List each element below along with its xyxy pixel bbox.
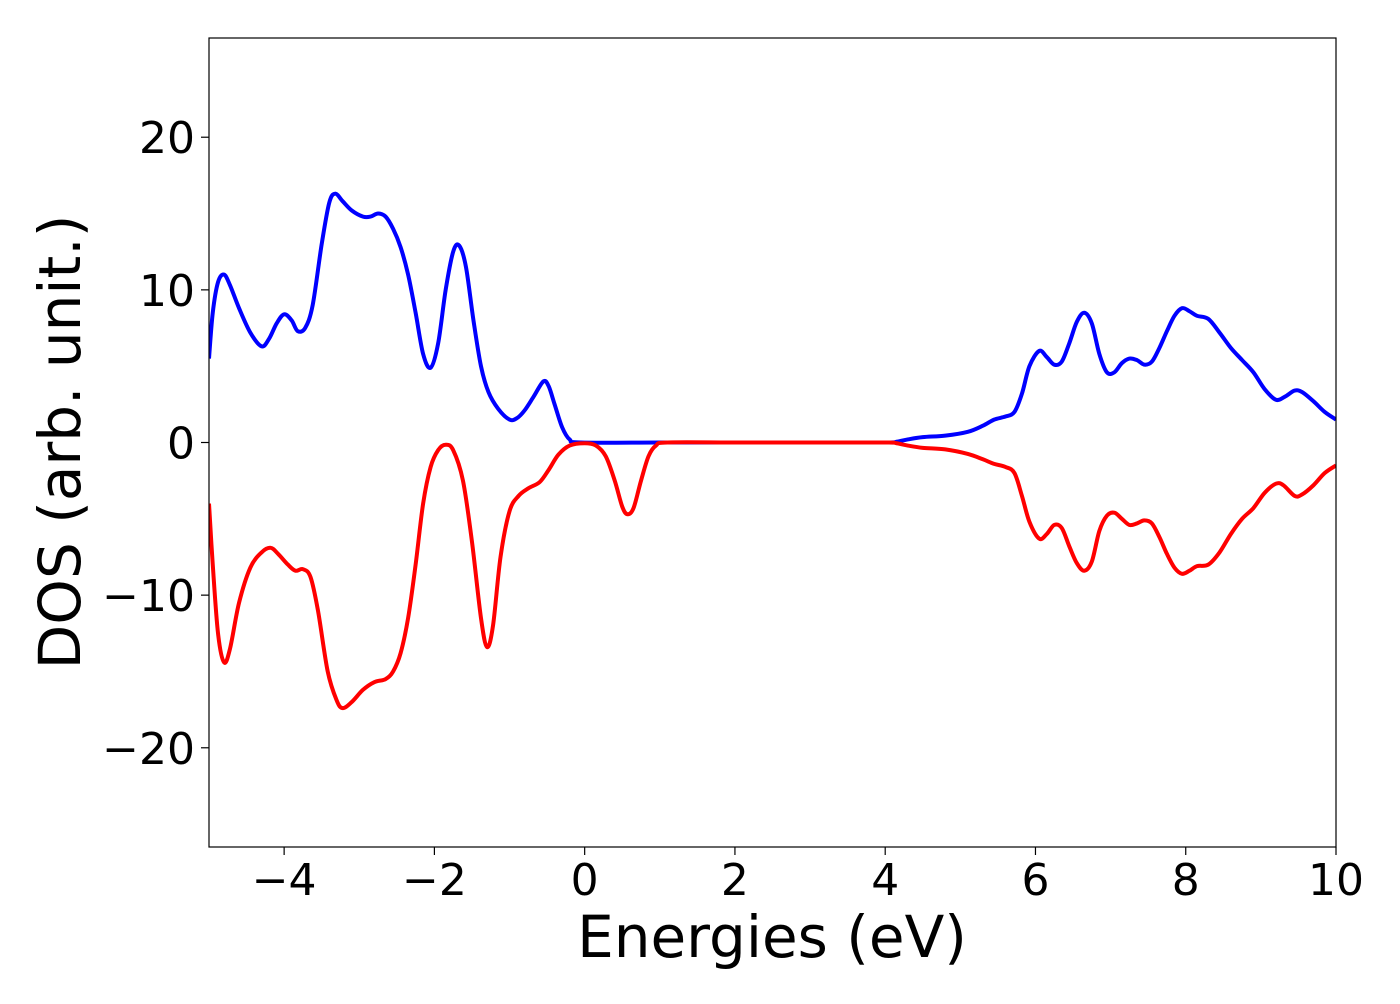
x-tick-label: −2 — [402, 855, 467, 906]
y-tick-label: −20 — [102, 724, 195, 775]
x-axis-label: Energies (eV) — [577, 903, 967, 971]
y-axis-label: DOS (arb. unit.) — [26, 215, 94, 670]
y-axis-ticks: −20 −10 0 10 20 — [102, 113, 209, 775]
x-tick-label: 0 — [571, 855, 599, 906]
series-layer — [209, 191, 1336, 711]
y-tick-label: 20 — [139, 113, 195, 164]
x-tick-label: 8 — [1172, 855, 1200, 906]
x-tick-label: 6 — [1021, 855, 1049, 906]
y-tick-label: −10 — [102, 571, 195, 622]
x-tick-label: 4 — [871, 855, 899, 906]
x-tick-label: 2 — [721, 855, 749, 906]
x-tick-label: 10 — [1308, 855, 1364, 906]
series-line-red — [209, 440, 1336, 711]
x-axis-ticks: −4 −2 0 2 4 6 8 10 — [252, 847, 1364, 906]
y-tick-label: 10 — [139, 266, 195, 317]
x-tick-label: −4 — [252, 855, 317, 906]
series-line-blue — [209, 191, 1336, 445]
y-tick-label: 0 — [167, 419, 195, 470]
